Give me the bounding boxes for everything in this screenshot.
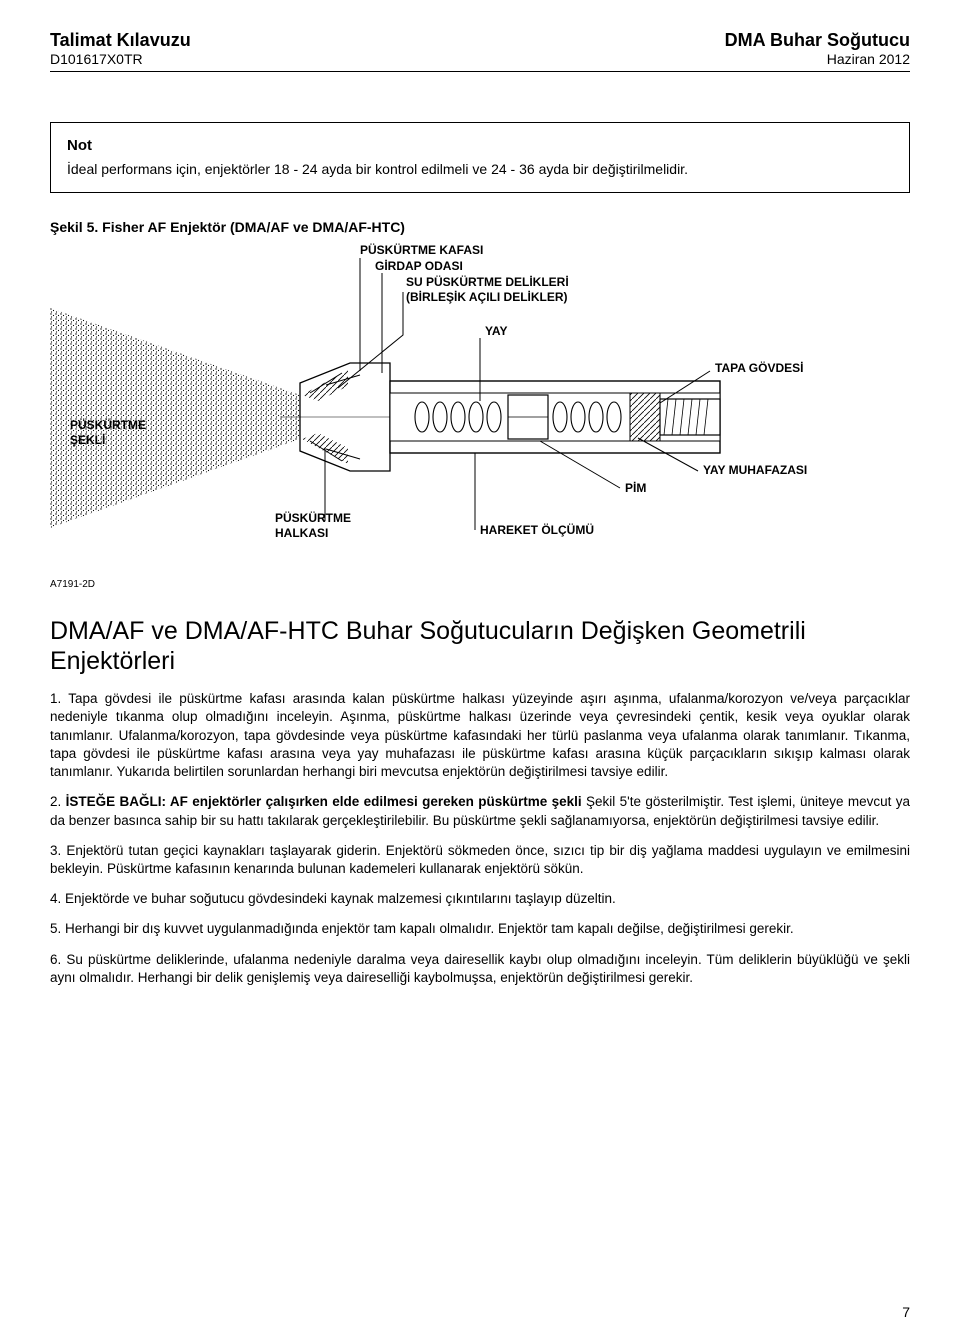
- figure-caption: Şekil 5. Fisher AF Enjektör (DMA/AF ve D…: [50, 219, 910, 235]
- document-page: Talimat Kılavuzu D101617X0TR DMA Buhar S…: [0, 0, 960, 1340]
- label-water-spray-holes-2: (BİRLEŞİK AÇILI DELİKLER): [406, 290, 568, 304]
- label-spray-ring-1: PÜSKÜRTME: [275, 511, 351, 525]
- note-heading: Not: [67, 137, 893, 154]
- manual-title: Talimat Kılavuzu: [50, 30, 191, 51]
- label-swirl-chamber: GİRDAP ODASI: [375, 259, 463, 273]
- product-title: DMA Buhar Soğutucu: [725, 30, 910, 51]
- instruction-item-1: 1. Tapa gövdesi ile püskürtme kafası ara…: [50, 690, 910, 781]
- item-2-bold: İSTEĞE BAĞLI: AF enjektörler çalışırken …: [66, 794, 582, 809]
- header-left: Talimat Kılavuzu D101617X0TR: [50, 30, 191, 67]
- page-number: 7: [902, 1304, 910, 1320]
- instruction-item-6: 6. Su püskürtme deliklerinde, ufalanma n…: [50, 951, 910, 987]
- figure-reference: A7191-2D: [50, 579, 910, 590]
- header-right: DMA Buhar Soğutucu Haziran 2012: [725, 30, 910, 67]
- instruction-item-5: 5. Herhangi bir dış kuvvet uygulanmadığı…: [50, 920, 910, 938]
- label-spray-head: PÜSKÜRTME KAFASI: [360, 243, 483, 257]
- note-box: Not İdeal performans için, enjektörler 1…: [50, 122, 910, 193]
- label-plug-body: TAPA GÖVDESİ: [715, 361, 803, 375]
- item-2-lead: 2.: [50, 794, 66, 809]
- document-code: D101617X0TR: [50, 51, 191, 67]
- label-spray-ring-2: HALKASI: [275, 526, 328, 540]
- label-travel-measurement: HAREKET ÖLÇÜMÜ: [480, 523, 594, 537]
- section-heading: DMA/AF ve DMA/AF-HTC Buhar Soğutucuların…: [50, 616, 910, 676]
- document-date: Haziran 2012: [725, 51, 910, 67]
- instruction-item-4: 4. Enjektörde ve buhar soğutucu gövdesin…: [50, 890, 910, 908]
- label-water-spray-holes-1: SU PÜSKÜRTME DELİKLERİ: [406, 275, 569, 289]
- label-spring: YAY: [485, 324, 507, 338]
- label-spray-pattern-1: PÜSKÜRTME: [70, 418, 146, 432]
- page-header: Talimat Kılavuzu D101617X0TR DMA Buhar S…: [50, 30, 910, 72]
- label-spray-pattern-2: ŞEKLİ: [70, 433, 105, 447]
- instruction-item-2: 2. İSTEĞE BAĞLI: AF enjektörler çalışırk…: [50, 793, 910, 829]
- figure-diagram: PÜSKÜRTME KAFASI GİRDAP ODASI SU PÜSKÜRT…: [50, 243, 910, 573]
- note-text: İdeal performans için, enjektörler 18 - …: [67, 160, 893, 178]
- label-spring-housing: YAY MUHAFAZASI: [703, 463, 807, 477]
- instruction-item-3: 3. Enjektörü tutan geçici kaynakları taş…: [50, 842, 910, 878]
- label-pin: PİM: [625, 481, 646, 495]
- instruction-list: 1. Tapa gövdesi ile püskürtme kafası ara…: [50, 690, 910, 987]
